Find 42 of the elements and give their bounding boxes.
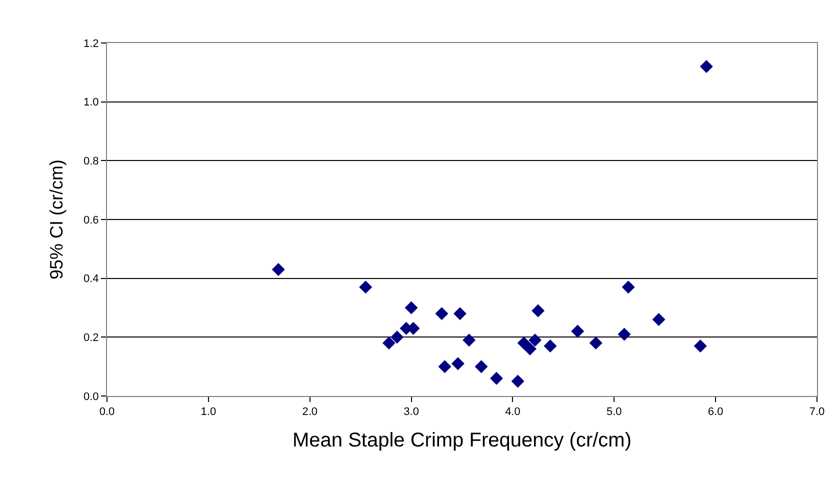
point [618,328,631,341]
point [517,336,530,350]
y-tick-label: 0.2 [84,332,99,344]
point [390,330,404,344]
point [622,280,635,294]
point [700,60,713,74]
point [453,307,466,320]
point [359,280,372,294]
point [435,307,448,320]
point [462,334,476,347]
point [652,313,666,326]
y-tick-label: 1.0 [84,96,99,109]
x-tick-label: 6.0 [708,406,724,418]
point [571,324,584,338]
point [511,374,524,388]
x-tick-label: 7.0 [809,406,825,418]
point [382,336,396,350]
x-axis-title: Mean Staple Crimp Frequency (cr/cm) [292,430,632,452]
point [438,360,452,374]
y-tick-label: 0.8 [84,156,99,168]
point [694,339,707,352]
x-tick-label: 1.0 [200,406,216,418]
point [474,360,488,374]
point [451,357,464,370]
point [544,339,557,352]
point [523,342,536,356]
point [589,336,602,350]
y-tick-label: 1.2 [84,38,99,50]
x-tick-label: 0.0 [99,406,115,418]
point [490,372,503,385]
y-tick-label: 0.4 [84,273,99,286]
x-tick-label: 5.0 [606,406,622,418]
x-tick-label: 2.0 [302,406,318,418]
y-axis-title: 95% CI (cr/cm) [46,159,67,280]
y-tick-label: 0.6 [84,214,99,226]
point [404,301,418,314]
y-tick-label: 0.0 [84,390,99,403]
point [272,263,285,276]
point [532,304,545,318]
point [528,334,542,347]
x-tick-label: 4.0 [505,406,520,418]
x-tick-label: 3.0 [404,406,419,418]
